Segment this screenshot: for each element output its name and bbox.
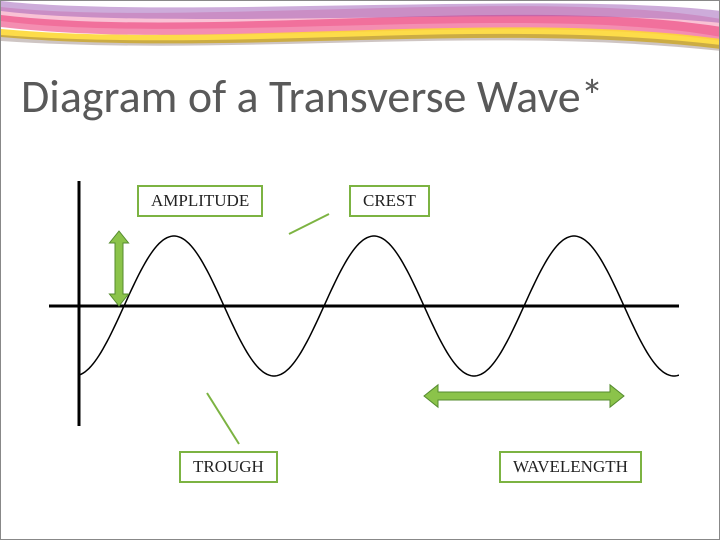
decorative-header-band bbox=[1, 1, 719, 57]
header-swoosh bbox=[1, 1, 719, 57]
wavelength-label: WAVELENGTH bbox=[499, 451, 642, 483]
crest-leader-line bbox=[289, 214, 329, 234]
slide: Diagram of a Transverse Wave* AMPLITUDE … bbox=[0, 0, 720, 540]
trough-leader-line bbox=[207, 393, 239, 444]
amplitude-label: AMPLITUDE bbox=[137, 185, 263, 217]
trough-label: TROUGH bbox=[179, 451, 278, 483]
page-title: Diagram of a Transverse Wave* bbox=[21, 69, 604, 125]
wavelength-arrow bbox=[424, 385, 624, 407]
amplitude-arrow bbox=[109, 231, 128, 306]
crest-label: CREST bbox=[349, 185, 430, 217]
wave-diagram: AMPLITUDE CREST TROUGH WAVELENGTH bbox=[49, 171, 679, 501]
